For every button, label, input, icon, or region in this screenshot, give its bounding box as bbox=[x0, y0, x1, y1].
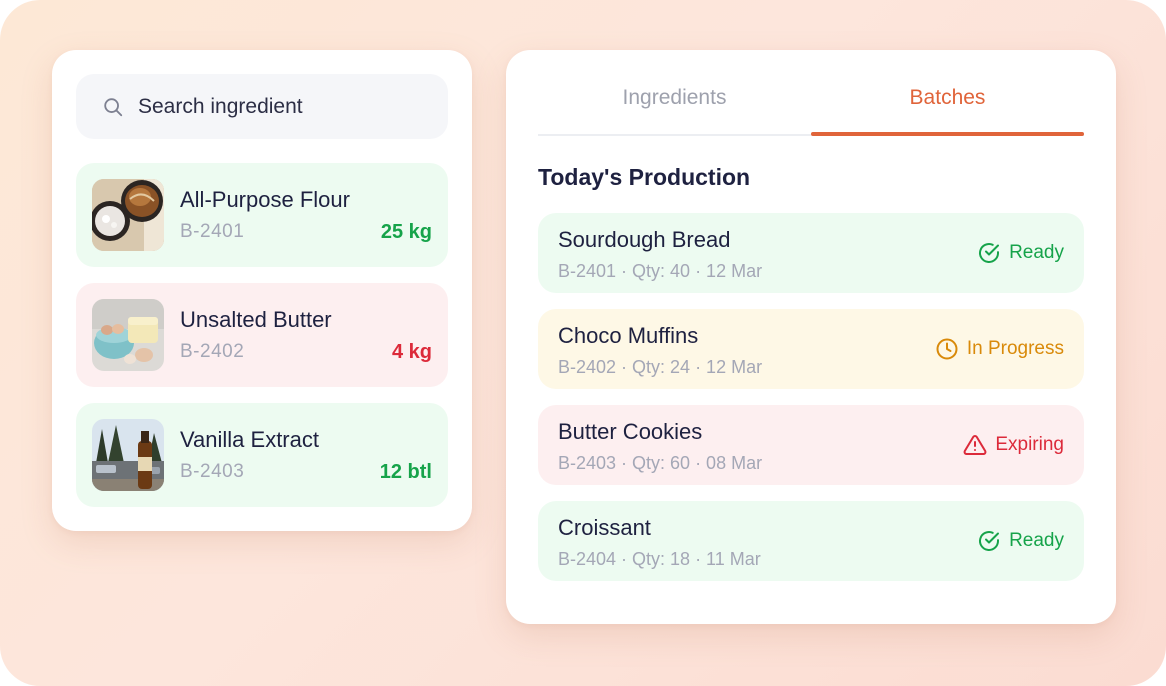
ingredient-quantity: 4 kg bbox=[391, 341, 432, 363]
search-bar[interactable] bbox=[76, 74, 448, 139]
status-badge: Ready bbox=[977, 528, 1064, 554]
ingredient-code: B-2401 bbox=[180, 221, 245, 242]
batch-meta: B-2401 · Qty: 40 · 12 Mar bbox=[558, 261, 763, 281]
batch-meta: B-2402 · Qty: 24 · 12 Mar bbox=[558, 357, 763, 377]
batch-row-sourdough[interactable]: Sourdough Bread B-2401 · Qty: 40 · 12 Ma… bbox=[538, 213, 1084, 293]
check-circle-icon bbox=[979, 531, 1000, 551]
ingredient-item-flour[interactable]: All-Purpose Flour B-2401 25 kg bbox=[76, 163, 448, 267]
tab-batches[interactable]: Batches bbox=[811, 74, 1084, 136]
production-card: Ingredients Batches Today's Production S… bbox=[506, 50, 1116, 624]
status-badge: In Progress bbox=[935, 336, 1064, 362]
batch-name: Croissant bbox=[558, 515, 651, 540]
tab-ingredients[interactable]: Ingredients bbox=[622, 86, 727, 109]
ingredient-name: Vanilla Extract bbox=[180, 427, 319, 452]
flour-thumbnail bbox=[92, 179, 164, 251]
status-label: Ready bbox=[1009, 530, 1064, 551]
batch-row-cookies[interactable]: Butter Cookies B-2403 · Qty: 60 · 08 Mar… bbox=[538, 405, 1084, 485]
check-circle-icon bbox=[979, 243, 1000, 263]
clock-icon bbox=[936, 338, 958, 360]
ingredient-name: Unsalted Butter bbox=[180, 307, 332, 332]
warning-icon bbox=[963, 434, 987, 455]
tab-bar: Ingredients Batches bbox=[538, 74, 1084, 136]
vanilla-thumbnail bbox=[92, 419, 164, 491]
ingredient-name: All-Purpose Flour bbox=[180, 187, 350, 212]
ingredient-quantity: 12 btl bbox=[379, 461, 432, 483]
ingredient-code: B-2403 bbox=[180, 461, 245, 482]
ingredient-item-butter[interactable]: Unsalted Butter B-2402 4 kg bbox=[76, 283, 448, 387]
ingredient-item-vanilla[interactable]: Vanilla Extract B-2403 12 btl bbox=[76, 403, 448, 507]
batch-row-croissant[interactable]: Croissant B-2404 · Qty: 18 · 11 Mar Read… bbox=[538, 501, 1084, 581]
batch-row-muffins[interactable]: Choco Muffins B-2402 · Qty: 24 · 12 Mar … bbox=[538, 309, 1084, 389]
ingredient-quantity: 25 kg bbox=[380, 221, 432, 243]
section-title: Today's Production bbox=[538, 164, 751, 190]
butter-thumbnail bbox=[92, 299, 164, 371]
status-label: Expiring bbox=[995, 434, 1064, 455]
search-input[interactable] bbox=[138, 94, 418, 119]
status-label: Ready bbox=[1009, 242, 1064, 263]
batch-meta: B-2403 · Qty: 60 · 08 Mar bbox=[558, 453, 763, 473]
status-badge: Expiring bbox=[963, 432, 1064, 458]
batch-name: Sourdough Bread bbox=[558, 227, 731, 252]
batch-name: Choco Muffins bbox=[558, 323, 699, 348]
batch-meta: B-2404 · Qty: 18 · 11 Mar bbox=[558, 549, 761, 569]
search-icon bbox=[104, 97, 123, 116]
status-label: In Progress bbox=[966, 338, 1064, 359]
batch-name: Butter Cookies bbox=[558, 419, 703, 444]
ingredient-code: B-2402 bbox=[180, 341, 245, 362]
ingredient-card: All-Purpose Flour B-2401 25 kg bbox=[52, 50, 472, 531]
status-badge: Ready bbox=[977, 240, 1064, 266]
